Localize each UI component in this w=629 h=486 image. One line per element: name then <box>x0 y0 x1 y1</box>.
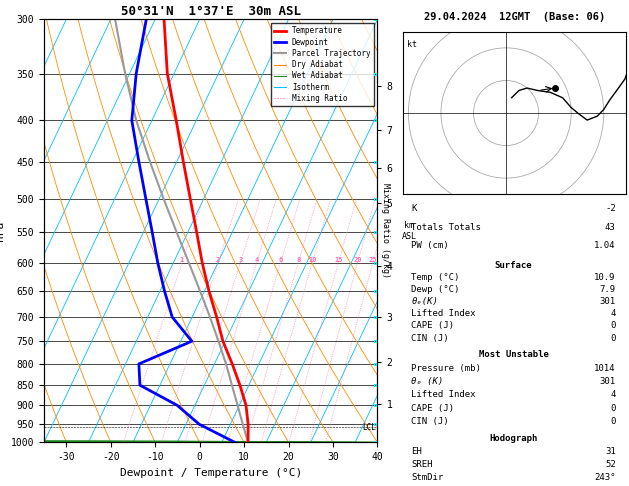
Text: 52: 52 <box>605 460 616 469</box>
Text: 0: 0 <box>610 417 616 426</box>
Text: Mixing Ratio (g/kg): Mixing Ratio (g/kg) <box>381 183 389 278</box>
Text: 43: 43 <box>605 223 616 232</box>
Text: EH: EH <box>411 447 422 456</box>
Text: θₑ (K): θₑ (K) <box>411 377 443 386</box>
Text: CIN (J): CIN (J) <box>411 333 449 343</box>
Text: Surface: Surface <box>495 260 532 270</box>
Text: CAPE (J): CAPE (J) <box>411 403 454 413</box>
Text: 4: 4 <box>255 257 259 263</box>
Text: 15: 15 <box>334 257 343 263</box>
Text: 301: 301 <box>599 297 616 306</box>
Text: SREH: SREH <box>411 460 433 469</box>
Text: K: K <box>411 204 417 213</box>
Legend: Temperature, Dewpoint, Parcel Trajectory, Dry Adiabat, Wet Adiabat, Isotherm, Mi: Temperature, Dewpoint, Parcel Trajectory… <box>271 23 374 106</box>
Title: 50°31'N  1°37'E  30m ASL: 50°31'N 1°37'E 30m ASL <box>121 5 301 18</box>
Y-axis label: km
ASL: km ASL <box>401 221 416 241</box>
Text: 1.04: 1.04 <box>594 242 616 250</box>
Text: Hodograph: Hodograph <box>489 434 538 443</box>
Text: 20: 20 <box>353 257 362 263</box>
Text: 1: 1 <box>180 257 184 263</box>
Text: CIN (J): CIN (J) <box>411 417 449 426</box>
Text: 0: 0 <box>610 333 616 343</box>
Text: Temp (°C): Temp (°C) <box>411 273 460 282</box>
Text: Dewp (°C): Dewp (°C) <box>411 285 460 294</box>
Text: 29.04.2024  12GMT  (Base: 06): 29.04.2024 12GMT (Base: 06) <box>423 12 605 22</box>
Text: 4: 4 <box>610 309 616 318</box>
Text: LCL: LCL <box>363 423 377 432</box>
Text: CAPE (J): CAPE (J) <box>411 321 454 330</box>
Text: 25: 25 <box>369 257 377 263</box>
Text: 0: 0 <box>610 403 616 413</box>
Text: 7.9: 7.9 <box>599 285 616 294</box>
Text: -2: -2 <box>605 204 616 213</box>
Text: PW (cm): PW (cm) <box>411 242 449 250</box>
Text: 1014: 1014 <box>594 364 616 373</box>
Text: 10: 10 <box>308 257 316 263</box>
Y-axis label: hPa: hPa <box>0 221 5 241</box>
Text: Lifted Index: Lifted Index <box>411 309 476 318</box>
X-axis label: Dewpoint / Temperature (°C): Dewpoint / Temperature (°C) <box>120 468 302 478</box>
Text: 6: 6 <box>279 257 282 263</box>
Text: StmDir: StmDir <box>411 473 443 483</box>
Text: Pressure (mb): Pressure (mb) <box>411 364 481 373</box>
Text: 301: 301 <box>599 377 616 386</box>
Text: 243°: 243° <box>594 473 616 483</box>
Text: 8: 8 <box>296 257 300 263</box>
Text: 3: 3 <box>238 257 242 263</box>
Text: Totals Totals: Totals Totals <box>411 223 481 232</box>
Text: 0: 0 <box>610 321 616 330</box>
Text: θₑ(K): θₑ(K) <box>411 297 438 306</box>
Text: Most Unstable: Most Unstable <box>479 350 548 359</box>
Text: 2: 2 <box>216 257 220 263</box>
Text: Lifted Index: Lifted Index <box>411 390 476 399</box>
Text: 10.9: 10.9 <box>594 273 616 282</box>
Text: kt: kt <box>407 40 417 49</box>
Text: 4: 4 <box>610 390 616 399</box>
Text: 31: 31 <box>605 447 616 456</box>
